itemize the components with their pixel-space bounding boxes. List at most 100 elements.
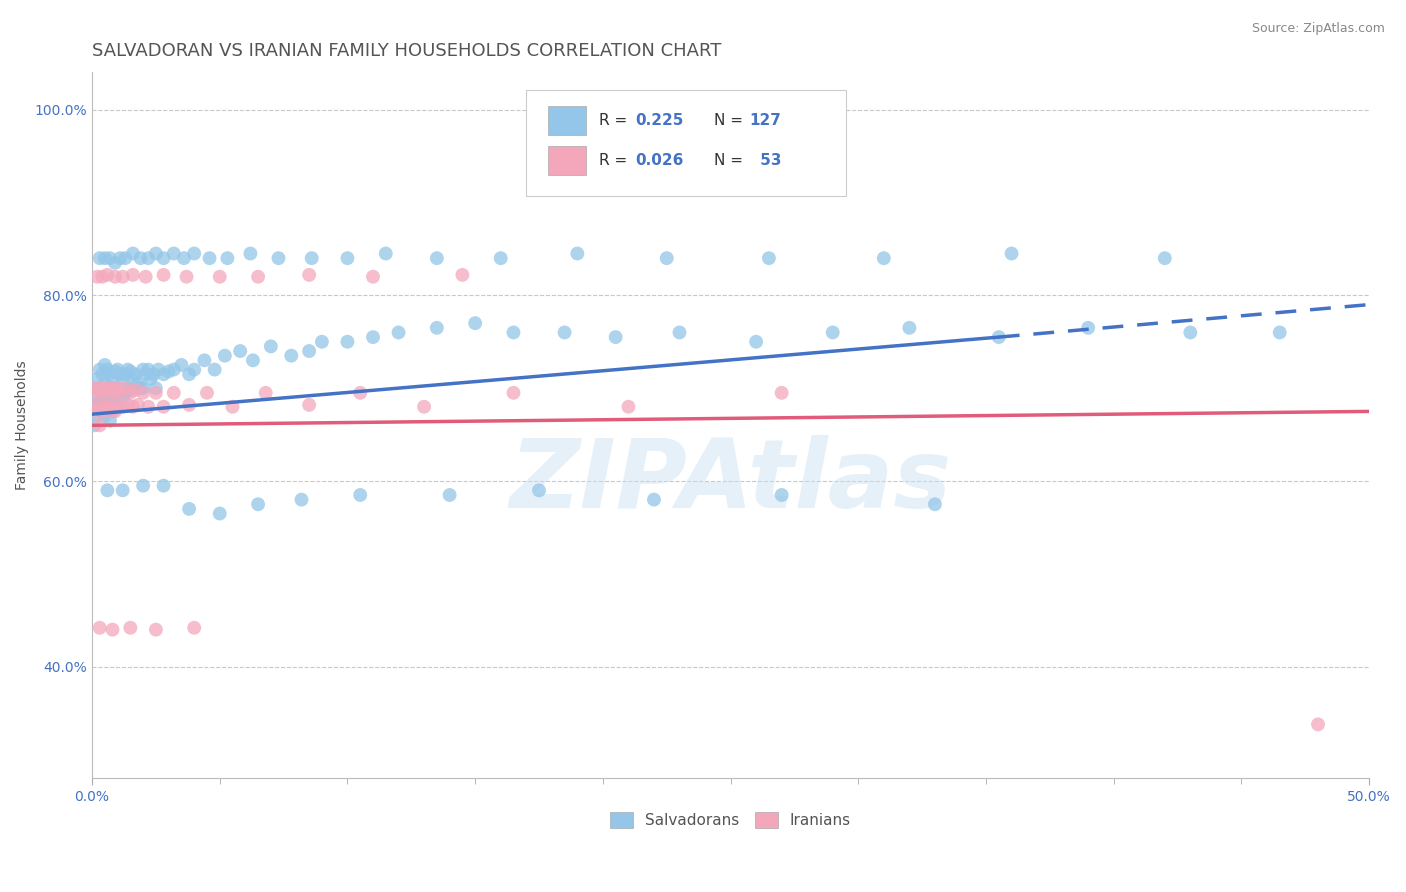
Point (247, 269, 270, 284)
Point (145, 246, 167, 260)
Point (96, 400, 118, 414)
Point (204, 362, 226, 376)
Point (1306, 717, 1329, 731)
Point (770, 385, 793, 400)
Point (86, 409, 108, 423)
Point (98, 368, 121, 382)
Point (426, 321, 449, 335)
Point (617, 400, 640, 414)
Point (89, 621, 111, 635)
Point (183, 246, 205, 260)
Point (298, 268, 321, 282)
Point (101, 623, 124, 637)
Point (96, 381, 118, 395)
Point (177, 368, 200, 382)
Point (101, 385, 124, 400)
Point (567, 246, 589, 260)
Point (214, 349, 236, 363)
Point (195, 385, 218, 400)
Point (142, 368, 165, 382)
Point (361, 269, 384, 284)
Point (94, 376, 117, 391)
Point (86, 372, 108, 386)
Point (117, 362, 139, 376)
Point (152, 478, 174, 492)
Point (298, 344, 321, 359)
Point (217, 251, 239, 265)
Point (127, 376, 149, 391)
Point (101, 381, 124, 395)
Point (107, 362, 129, 376)
Point (89, 362, 111, 376)
Point (114, 381, 136, 395)
Point (349, 488, 371, 502)
Point (451, 268, 474, 282)
Point (107, 381, 129, 395)
Point (104, 256, 127, 270)
Point (361, 330, 384, 344)
Point (111, 400, 134, 414)
FancyBboxPatch shape (526, 90, 845, 196)
Point (374, 246, 396, 260)
Point (83, 418, 105, 433)
Point (176, 269, 198, 284)
Point (96, 400, 118, 414)
Point (104, 381, 127, 395)
Point (108, 385, 131, 400)
Point (111, 483, 134, 498)
Point (89, 395, 111, 409)
Point (132, 381, 155, 395)
Point (94, 391, 117, 405)
Point (336, 334, 359, 349)
Point (124, 368, 146, 382)
Point (152, 268, 174, 282)
Point (122, 400, 145, 414)
Point (101, 372, 124, 386)
Point (122, 268, 145, 282)
Point (163, 385, 186, 400)
Point (107, 398, 129, 412)
Text: N =: N = (714, 153, 748, 169)
FancyBboxPatch shape (548, 145, 586, 176)
Point (152, 368, 174, 382)
Point (898, 321, 921, 335)
Point (108, 251, 131, 265)
Point (120, 383, 142, 397)
Point (96, 362, 118, 376)
Point (821, 326, 844, 340)
Point (132, 478, 155, 492)
Point (260, 339, 283, 353)
Point (349, 385, 371, 400)
Point (1180, 326, 1202, 340)
Point (94, 400, 117, 414)
Point (157, 364, 180, 378)
Point (114, 251, 136, 265)
Point (124, 383, 146, 397)
Text: 127: 127 (749, 113, 782, 128)
Point (170, 358, 193, 372)
Point (643, 492, 665, 507)
Point (1268, 326, 1291, 340)
Point (111, 269, 134, 284)
Point (221, 400, 243, 414)
Point (502, 385, 524, 400)
Point (96, 381, 118, 395)
Point (104, 364, 127, 378)
Point (108, 385, 131, 400)
Point (464, 316, 486, 330)
Point (98, 404, 121, 418)
Point (439, 488, 461, 502)
Point (247, 497, 270, 511)
Point (89, 381, 111, 395)
Point (122, 372, 145, 386)
Point (163, 362, 186, 376)
Point (83, 400, 105, 414)
Point (104, 404, 127, 418)
Point (135, 368, 157, 382)
Point (280, 349, 302, 363)
Point (86, 391, 108, 405)
Legend: Salvadorans, Iranians: Salvadorans, Iranians (605, 805, 858, 834)
Point (98, 381, 121, 395)
Text: R =: R = (599, 113, 633, 128)
Point (502, 326, 524, 340)
